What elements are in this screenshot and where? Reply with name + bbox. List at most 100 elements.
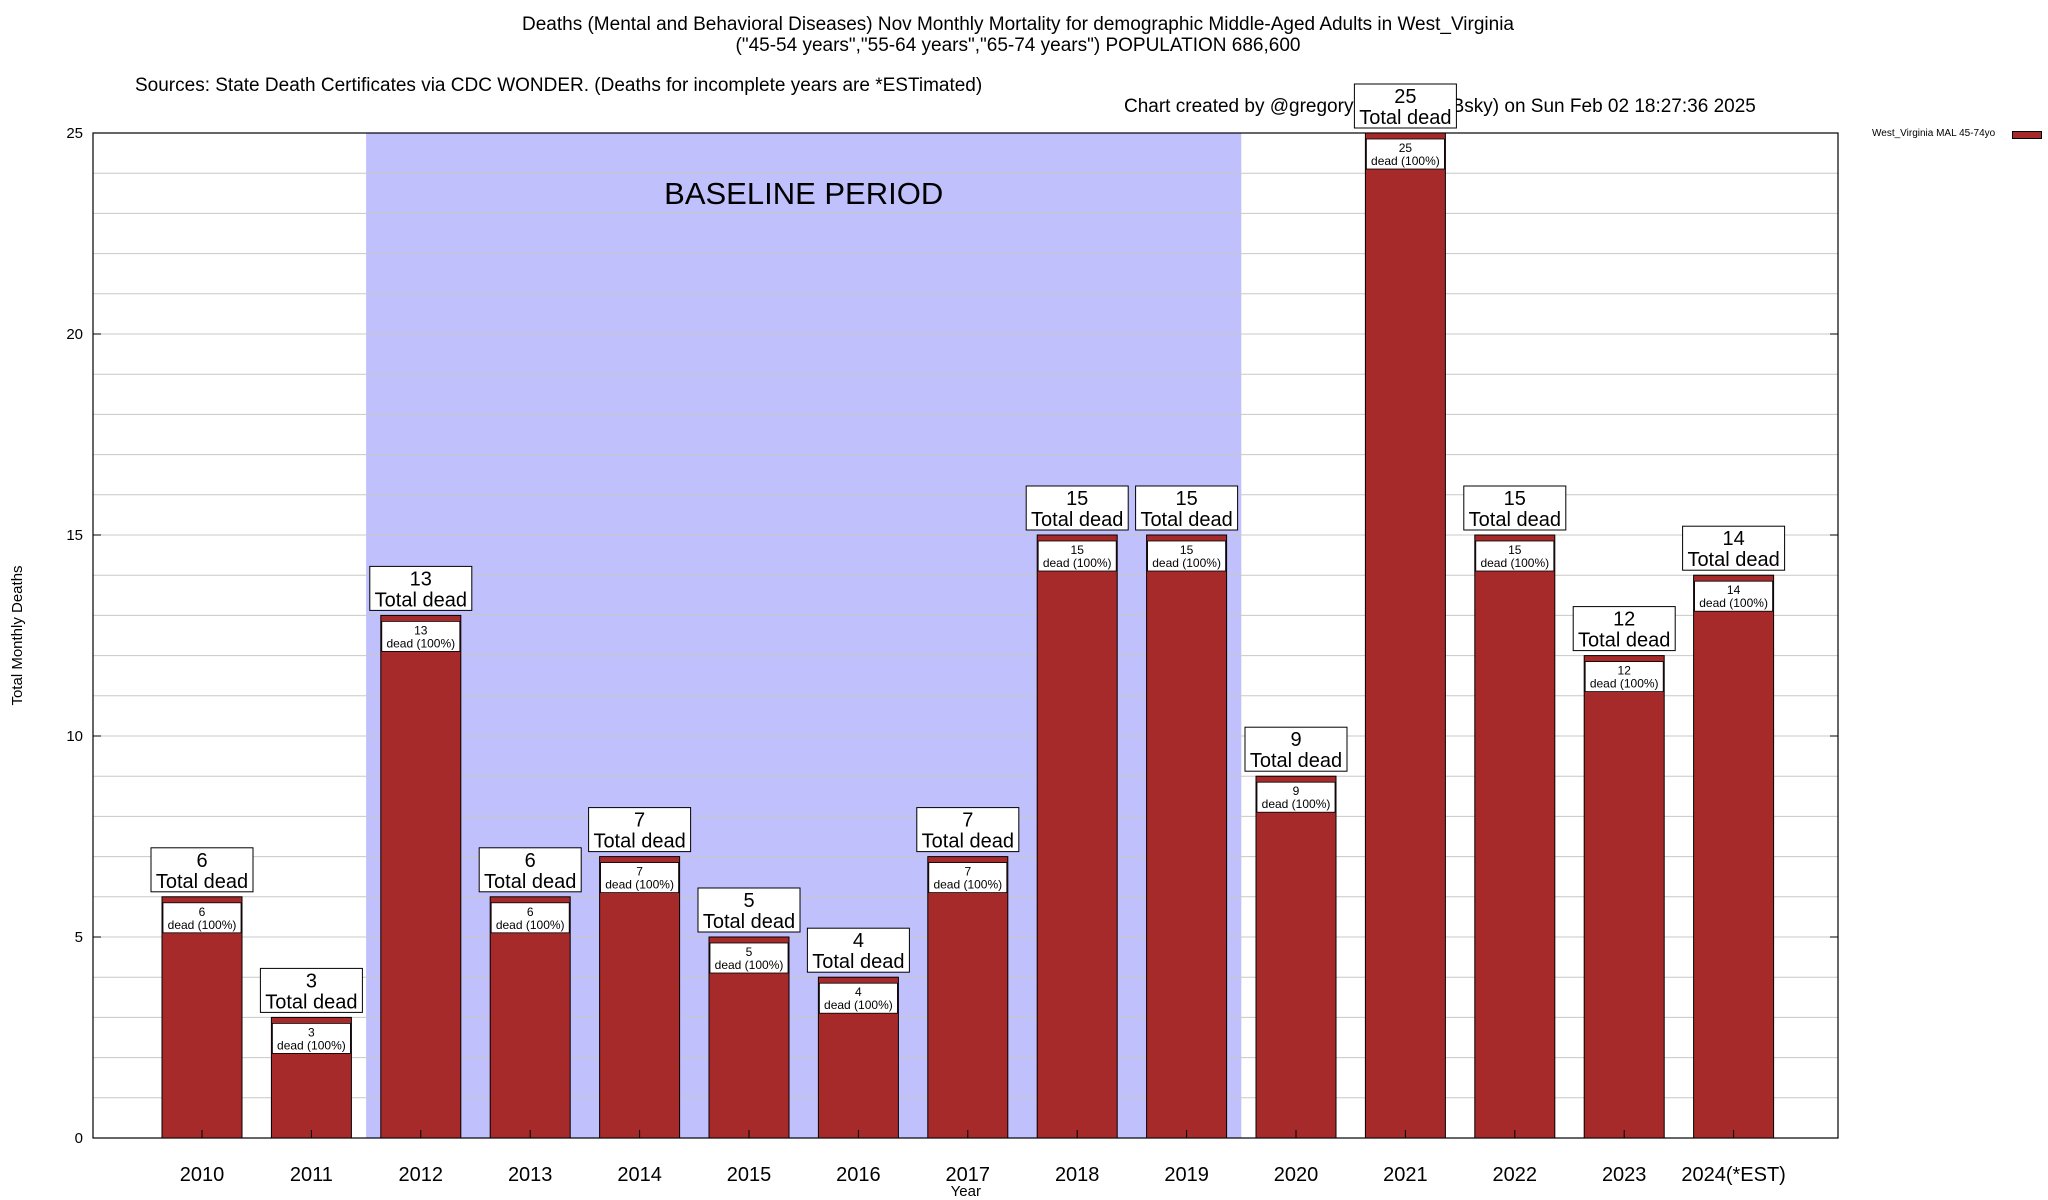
x-tick-label: 2012 — [399, 1164, 444, 1186]
bar-inner-value: 5 — [746, 945, 753, 959]
bar-total-label: Total dead — [1140, 509, 1232, 531]
bar-inner-label-box — [271, 1023, 351, 1054]
bar-inner-value: 9 — [1293, 784, 1300, 798]
bar-total-value: 6 — [196, 850, 207, 872]
x-tick-label: 2020 — [1274, 1164, 1319, 1186]
bar-inner-label-box — [1256, 781, 1336, 813]
bar-total-label: Total dead — [703, 911, 795, 933]
bar-total-box — [697, 887, 801, 933]
bar-total-label: Total dead — [1687, 549, 1779, 571]
bar-total-label: Total dead — [922, 831, 1014, 853]
bar-inner-pct: dead (100%) — [1262, 797, 1331, 811]
bar-inner-label-box — [1147, 540, 1226, 572]
x-tick-label: 2011 — [290, 1164, 333, 1186]
bar-total-label: Total dead — [593, 831, 685, 853]
bar — [1364, 132, 1446, 1139]
bar-inner-value: 7 — [964, 865, 971, 879]
bar-inner-label-box — [709, 942, 789, 974]
x-tick-label: 2021 — [1383, 1164, 1428, 1186]
bar-inner-value: 6 — [199, 905, 206, 919]
bar-inner-label-box — [1475, 540, 1555, 572]
y-tick-label: 10 — [66, 728, 83, 745]
bar-inner-pct: dead (100%) — [1152, 556, 1221, 570]
bar-total-box — [588, 807, 692, 853]
x-tick-label: 2024(*EST) — [1681, 1164, 1786, 1186]
bar-total-value: 15 — [1504, 488, 1526, 510]
bar-total-box — [806, 927, 910, 973]
bar — [1036, 534, 1118, 1139]
y-tick-label: 25 — [66, 125, 83, 142]
bar-total-label: Total dead — [375, 589, 467, 611]
x-tick-label: 2015 — [727, 1164, 772, 1186]
bar-total-box — [1682, 525, 1786, 571]
bar-total-label: Total dead — [1578, 630, 1670, 652]
bar-inner-label-box — [381, 621, 461, 652]
x-tick-label: 2018 — [1055, 1164, 1100, 1186]
y-tick-label: 15 — [66, 527, 83, 544]
bar-inner-label-box — [928, 862, 1008, 893]
bar-total-value: 4 — [853, 930, 864, 952]
bar-inner-label-box — [1037, 540, 1117, 572]
bar-inner-label-box — [162, 902, 242, 934]
bar-inner-pct: dead (100%) — [824, 998, 893, 1012]
bar-total-value: 14 — [1722, 528, 1744, 550]
bar-inner-value: 15 — [1071, 543, 1085, 557]
bar-inner-pct: dead (100%) — [1043, 556, 1112, 570]
bar — [489, 896, 571, 1139]
bar — [1146, 534, 1228, 1139]
bar-inner-pct: dead (100%) — [277, 1038, 346, 1052]
bar-inner-label-box — [490, 902, 570, 934]
bar — [1474, 534, 1556, 1139]
bar-total-label: Total dead — [812, 951, 904, 973]
bar-total-box — [478, 847, 582, 893]
x-tick-label: 2019 — [1164, 1164, 1209, 1186]
x-tick-label: 2017 — [946, 1164, 991, 1186]
chart-title: Deaths (Mental and Behavioral Diseases) … — [522, 14, 1514, 35]
bar-total-value: 5 — [743, 890, 754, 912]
bar-inner-pct: dead (100%) — [496, 918, 565, 932]
bar-total-value: 12 — [1613, 609, 1635, 631]
bar-inner-pct: dead (100%) — [1480, 556, 1549, 570]
bar-total-value: 9 — [1290, 729, 1301, 751]
bar-inner-value: 14 — [1727, 583, 1741, 597]
baseline-label: BASELINE PERIOD — [664, 176, 943, 211]
bar-total-box — [1244, 726, 1348, 772]
bar — [1693, 574, 1775, 1139]
bar-total-value: 7 — [962, 810, 973, 832]
bar-inner-value: 3 — [308, 1025, 315, 1039]
x-tick-label: 2014 — [617, 1164, 662, 1186]
bar-total-value: 6 — [525, 850, 536, 872]
x-tick-label: 2013 — [508, 1164, 553, 1186]
bar-total-box — [369, 565, 473, 611]
bar — [1583, 655, 1665, 1139]
chart-sources: Sources: State Death Certificates via CD… — [135, 75, 983, 96]
bar-inner-pct: dead (100%) — [715, 958, 784, 972]
bar — [161, 896, 243, 1139]
bar-total-box — [1135, 485, 1239, 531]
bar-total-value: 15 — [1066, 488, 1088, 510]
bar-inner-value: 15 — [1508, 543, 1522, 557]
bar-total-label: Total dead — [156, 871, 248, 893]
bar-inner-label-box — [600, 862, 679, 893]
x-tick-label: 2022 — [1493, 1164, 1538, 1186]
bar — [599, 856, 681, 1139]
bar-inner-pct: dead (100%) — [1590, 677, 1659, 691]
bar-inner-pct: dead (100%) — [933, 878, 1002, 892]
bar-inner-value: 13 — [414, 623, 428, 637]
chart-subtitle: ("45-54 years","55-64 years","65-74 year… — [735, 35, 1301, 56]
bar-inner-pct: dead (100%) — [168, 918, 237, 932]
bar-inner-label-box — [1584, 661, 1664, 692]
bar-total-value: 13 — [410, 568, 432, 590]
y-tick-label: 0 — [75, 1130, 83, 1147]
bar-inner-pct: dead (100%) — [1699, 596, 1768, 610]
y-axis-label: Total Monthly Deaths — [9, 565, 26, 705]
bar-inner-label-box — [1694, 580, 1773, 612]
bar-total-value: 25 — [1394, 86, 1416, 108]
bar-total-label: Total dead — [265, 991, 357, 1013]
bar-inner-value: 15 — [1180, 543, 1194, 557]
bar-inner-label-box — [819, 982, 898, 1014]
bar-total-box — [1463, 485, 1567, 531]
bar-total-box — [259, 967, 363, 1013]
bar-total-label: Total dead — [484, 871, 576, 893]
